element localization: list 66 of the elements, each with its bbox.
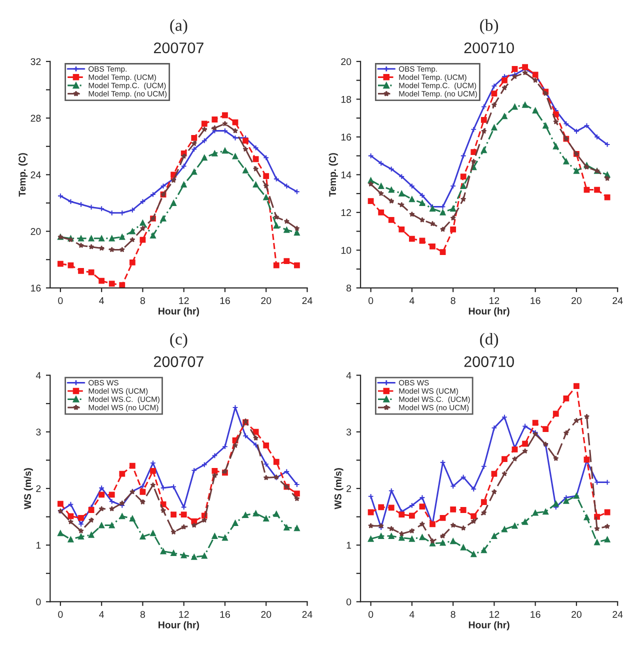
y-axis-title: Temp. (C) [18, 153, 28, 197]
y-tick-label: 16 [341, 134, 352, 141]
x-tick-label: 12 [179, 610, 189, 618]
x-tick-label: 20 [261, 297, 272, 304]
y-tick-label: 4 [36, 372, 41, 379]
x-tick-label: 16 [220, 297, 230, 304]
y-tick-label: 1 [346, 542, 352, 549]
x-tick-label: 20 [572, 297, 582, 304]
x-tick-label: 4 [409, 611, 414, 618]
chart-subtitle: 200707 [154, 42, 204, 54]
x-axis-title: Hour (hr) [158, 621, 200, 630]
x-tick-label: 24 [302, 610, 312, 618]
x-tick-label: 0 [58, 610, 63, 618]
chart-subtitle: 200707 [154, 356, 204, 368]
chart-title: (b) [480, 19, 498, 34]
x-tick-label: 8 [140, 297, 145, 304]
x-tick-label: 12 [490, 610, 500, 618]
x-axis-title: Hour (hr) [468, 621, 510, 630]
y-tick-label: 16 [31, 284, 41, 292]
y-tick-label: 2 [346, 485, 352, 492]
y-tick-label: 0 [36, 598, 41, 606]
y-tick-label: 8 [346, 284, 352, 292]
x-tick-label: 4 [409, 297, 414, 304]
x-tick-label: 4 [99, 611, 104, 618]
y-tick-label: 14 [341, 172, 352, 178]
y-axis-title: WS (m/s) [24, 468, 33, 510]
y-axis-title: WS (m/s) [334, 468, 344, 510]
x-tick-label: 8 [450, 610, 456, 618]
x-tick-label: 16 [220, 610, 230, 618]
x-tick-label: 4 [99, 297, 104, 304]
y-tick-label: 2 [36, 485, 41, 492]
y-tick-label: 32 [30, 58, 41, 66]
x-tick-label: 20 [572, 610, 582, 618]
y-tick-label: 3 [346, 428, 352, 436]
y-tick-label: 10 [341, 246, 352, 254]
y-tick-label: 24 [30, 171, 41, 178]
x-tick-label: 16 [530, 297, 540, 304]
x-tick-label: 20 [261, 610, 272, 618]
x-tick-label: 12 [179, 297, 189, 304]
x-tick-label: 24 [612, 297, 623, 304]
chart-subtitle: 200710 [464, 356, 514, 368]
y-tick-label: 20 [30, 228, 41, 235]
y-tick-label: 28 [30, 114, 41, 122]
x-tick-label: 0 [58, 297, 63, 304]
x-tick-label: 24 [302, 297, 312, 304]
y-axis-title: Temp. (C) [328, 153, 338, 197]
x-tick-label: 8 [140, 610, 145, 618]
y-tick-label: 3 [36, 428, 41, 436]
y-tick-label: 18 [341, 96, 352, 103]
x-axis-title: Hour (hr) [158, 307, 200, 316]
y-tick-label: 12 [341, 209, 352, 216]
chart-title: (a) [170, 19, 188, 34]
x-axis-title: Hour (hr) [468, 307, 510, 316]
y-tick-label: 20 [341, 58, 352, 66]
x-tick-label: 12 [490, 297, 500, 304]
x-tick-label: 16 [530, 610, 540, 618]
x-tick-label: 0 [368, 610, 374, 618]
y-tick-label: 1 [36, 542, 41, 549]
x-tick-label: 8 [450, 297, 456, 304]
chart-title: (d) [480, 332, 498, 348]
chart-subtitle: 200710 [464, 42, 514, 54]
y-tick-label: 0 [346, 598, 352, 606]
y-tick-label: 4 [346, 372, 352, 379]
chart-title: (c) [170, 332, 188, 348]
x-tick-label: 0 [368, 297, 374, 304]
x-tick-label: 24 [612, 610, 623, 618]
